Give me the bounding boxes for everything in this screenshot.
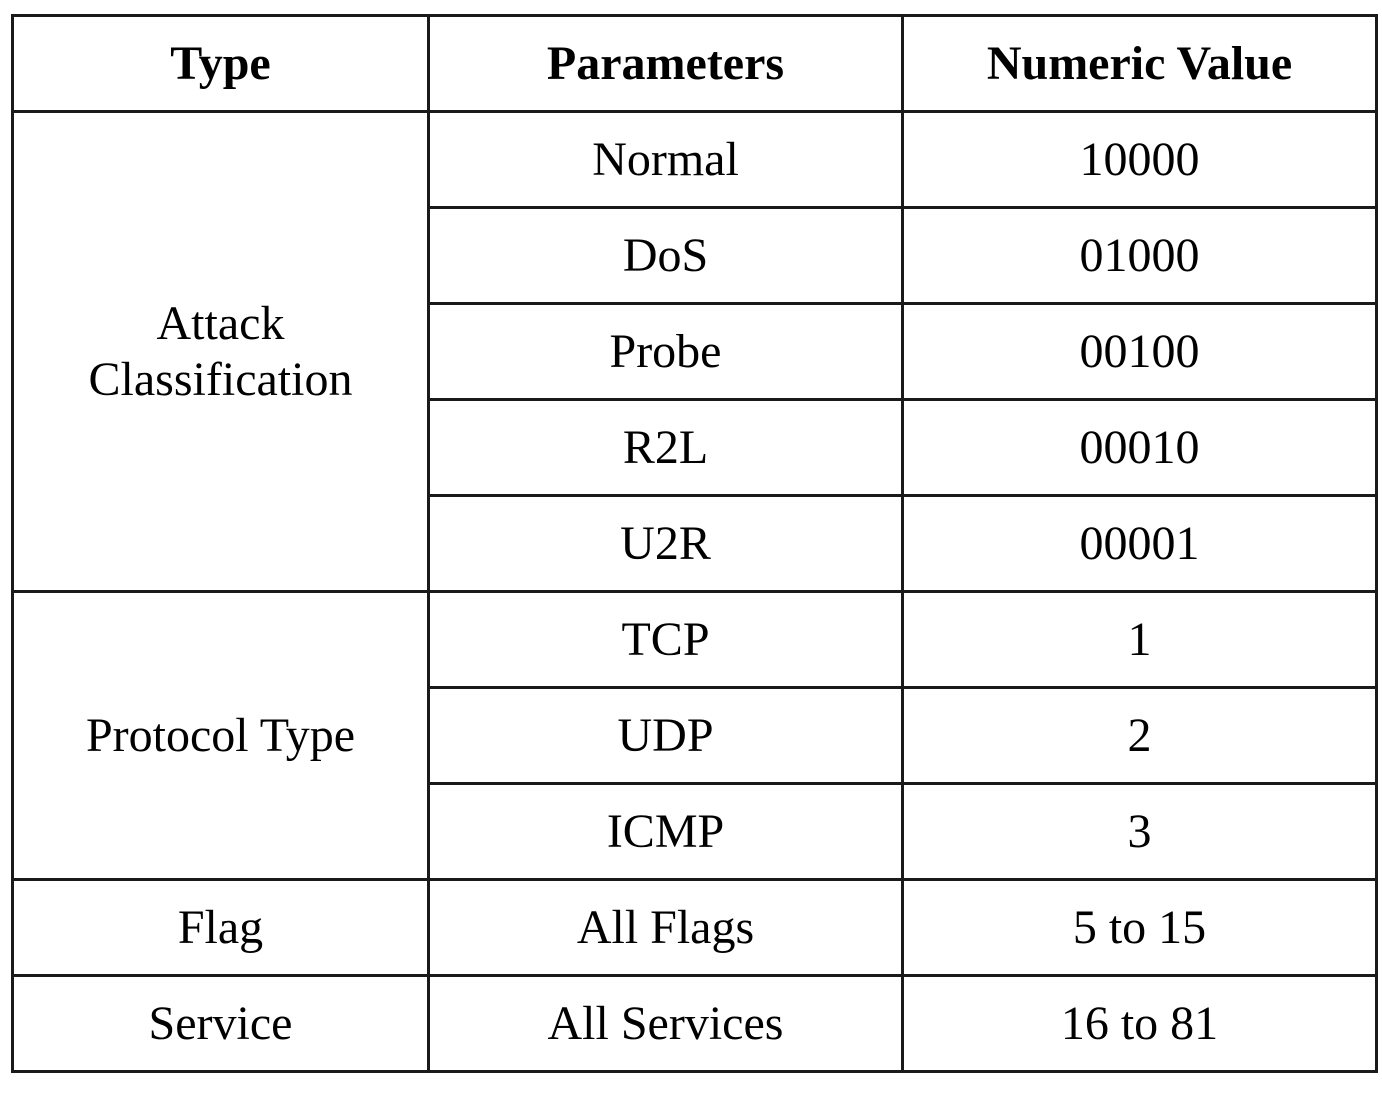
table-row: UDP 2 bbox=[13, 686, 1378, 785]
value-cell: 1 bbox=[901, 590, 1378, 689]
header-type: Type bbox=[11, 14, 430, 113]
table-row: DoS 01000 bbox=[13, 206, 1378, 305]
header-parameters: Parameters bbox=[427, 14, 904, 113]
table-row: Flag All Flags 5 to 15 bbox=[11, 878, 1378, 977]
type-cell-protocol-type: Protocol Type bbox=[11, 590, 430, 881]
table-row: Protocol Type TCP 1 bbox=[11, 590, 1378, 881]
value-cell: 3 bbox=[901, 782, 1378, 881]
parameter-cell: DoS bbox=[427, 206, 904, 305]
table-row: Probe 00100 bbox=[13, 302, 1378, 401]
table-row: U2R 00001 bbox=[13, 494, 1378, 593]
table-row: ICMP 3 bbox=[13, 782, 1378, 881]
type-cell-attack-classification: Attack Classification bbox=[11, 110, 430, 593]
parameter-cell: Normal bbox=[427, 110, 904, 209]
value-cell: 2 bbox=[901, 686, 1378, 785]
value-cell: 00001 bbox=[901, 494, 1378, 593]
parameter-cell: TCP bbox=[427, 590, 904, 689]
parameter-cell: R2L bbox=[427, 398, 904, 497]
value-cell: 16 to 81 bbox=[901, 974, 1378, 1073]
type-label-line: Protocol Type bbox=[85, 708, 356, 762]
table-row: Service All Services 16 to 81 bbox=[11, 974, 1378, 1073]
table-row: Attack Classification Normal 10000 bbox=[11, 110, 1378, 593]
parameter-cell: UDP bbox=[427, 686, 904, 785]
parameter-cell: U2R bbox=[427, 494, 904, 593]
header-row: Type Parameters Numeric Value bbox=[11, 14, 1378, 113]
value-cell: 01000 bbox=[901, 206, 1378, 305]
parameter-cell: All Flags bbox=[427, 878, 904, 977]
value-cell: 00100 bbox=[901, 302, 1378, 401]
value-cell: 10000 bbox=[901, 110, 1378, 209]
header-numeric-value: Numeric Value bbox=[901, 14, 1378, 113]
type-cell-flag: Flag bbox=[11, 878, 430, 977]
type-label-line: Flag bbox=[177, 900, 264, 954]
type-label-line: Service bbox=[148, 996, 293, 1050]
type-cell-service: Service bbox=[11, 974, 430, 1073]
type-label-line: Attack bbox=[156, 296, 285, 350]
value-cell: 5 to 15 bbox=[901, 878, 1378, 977]
parameter-cell: Probe bbox=[427, 302, 904, 401]
parameter-cell: All Services bbox=[427, 974, 904, 1073]
table-row: R2L 00010 bbox=[13, 398, 1378, 497]
value-cell: 00010 bbox=[901, 398, 1378, 497]
parameter-cell: ICMP bbox=[427, 782, 904, 881]
type-label-line: Classification bbox=[88, 352, 353, 406]
encoding-table: Type Parameters Numeric Value Attack Cla… bbox=[11, 14, 1378, 1073]
